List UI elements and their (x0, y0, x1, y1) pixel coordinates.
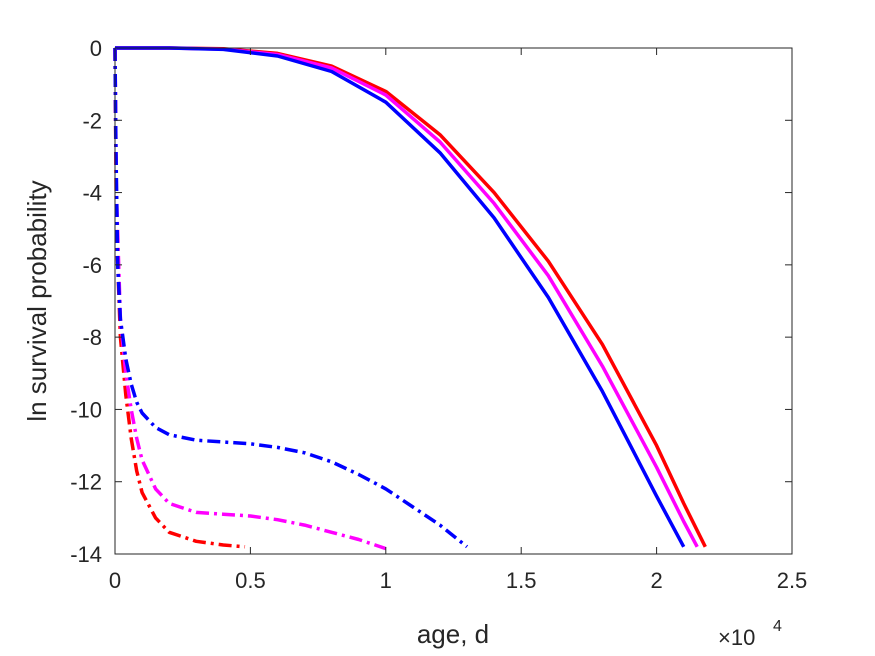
x-exponent-base: ×10 (718, 625, 755, 650)
y-tick-label: -12 (70, 470, 102, 495)
x-tick-label: 0 (109, 568, 121, 593)
y-tick-label: 0 (90, 36, 102, 61)
series-line-2-solid (115, 46, 686, 548)
x-exponent: ×10 4 (718, 618, 782, 650)
plot-area (115, 48, 792, 554)
y-axis-label: ln survival probability (22, 180, 52, 421)
x-tick-label: 2 (650, 568, 662, 593)
y-tick-label: -2 (82, 108, 102, 133)
x-tick-label: 0.5 (235, 568, 266, 593)
y-tick-label: -8 (82, 325, 102, 350)
axes-layer (114, 47, 793, 555)
ticks-layer: 0 0.5 1 1.5 2 2.5 0 -2 -4 -6 -8 -10 -12 -14 (70, 36, 807, 593)
y-tick-label: -6 (82, 253, 102, 278)
axes-box (114, 47, 793, 555)
y-tick-label: -14 (70, 542, 102, 567)
x-tick-label: 1 (380, 568, 392, 593)
x-tick-label: 1.5 (506, 568, 537, 593)
series-layer (113, 46, 707, 551)
x-axis-label: age, d (417, 619, 489, 649)
y-tick-label: -4 (82, 181, 102, 206)
y-tick-label: -10 (70, 397, 102, 422)
x-exponent-power: 4 (773, 618, 782, 635)
x-tick-label: 2.5 (777, 568, 808, 593)
